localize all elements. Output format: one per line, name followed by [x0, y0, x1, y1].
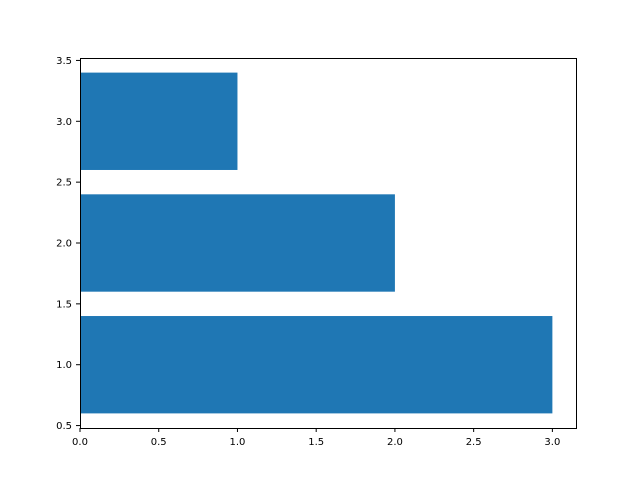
x-tick-label: 0.0 [72, 437, 88, 448]
y-tick-label: 0.5 [56, 421, 72, 432]
y-tick-label: 1.5 [56, 299, 72, 310]
bar-3 [80, 72, 238, 170]
bars-layer [80, 72, 553, 414]
y-tick-label: 2.0 [56, 239, 72, 250]
y-tick-label: 3.0 [56, 117, 72, 128]
plot-frame [80, 58, 577, 429]
x-axis-ticks: 0.0 0.5 1.0 1.5 2.0 2.5 3.0 [72, 428, 560, 448]
y-tick-label: 1.0 [56, 360, 72, 371]
x-tick-label: 0.5 [151, 437, 167, 448]
x-tick-label: 3.0 [544, 437, 560, 448]
x-tick-label: 1.0 [230, 437, 246, 448]
bar-1 [80, 316, 553, 414]
x-tick-label: 1.5 [308, 437, 324, 448]
y-tick-label: 3.5 [56, 56, 72, 67]
x-tick-label: 2.0 [387, 437, 403, 448]
y-axis-ticks: 0.5 1.0 1.5 2.0 2.5 3.0 3.5 [56, 56, 80, 432]
bar-2 [80, 194, 395, 292]
y-tick-label: 2.5 [56, 178, 72, 189]
x-tick-label: 2.5 [466, 437, 482, 448]
